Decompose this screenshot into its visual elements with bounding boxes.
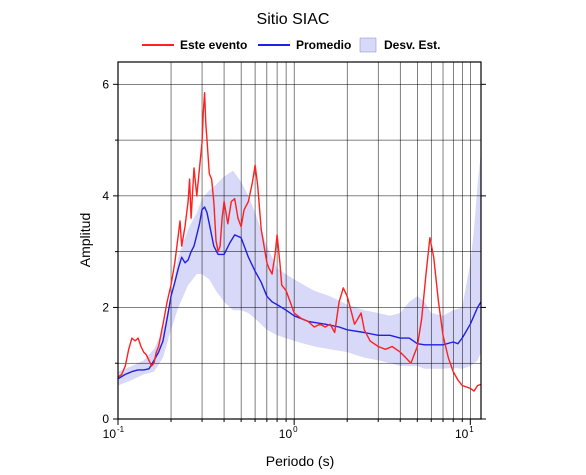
x-tick-label: 10 [103, 427, 117, 441]
y-tick-label: 6 [102, 77, 109, 91]
x-tick-exponent: -1 [117, 425, 125, 434]
event-line [117, 91, 482, 392]
plot-frame [117, 61, 482, 420]
chart-title: Sitio SIAC [257, 11, 330, 28]
legend-label-mean: Promedio [296, 38, 351, 52]
x-tick-label: 10 [279, 427, 293, 441]
legend-swatch-std [359, 37, 377, 53]
x-tick-exponent: 1 [469, 425, 474, 434]
legend: Este evento Promedio Desv. Est. [142, 37, 440, 53]
mean-line [117, 206, 482, 380]
x-tick-exponent: 0 [293, 425, 298, 434]
y-tick-label: 0 [102, 412, 109, 426]
x-axis-label: Periodo (s) [266, 453, 334, 469]
legend-label-event: Este evento [180, 38, 247, 52]
y-axis-label: Amplitud [77, 213, 93, 267]
y-tick-label: 4 [102, 189, 109, 203]
std-band [118, 151, 481, 386]
legend-label-std: Desv. Est. [384, 38, 440, 52]
x-tick-label: 10 [455, 427, 469, 441]
y-tick-label: 2 [102, 300, 109, 314]
